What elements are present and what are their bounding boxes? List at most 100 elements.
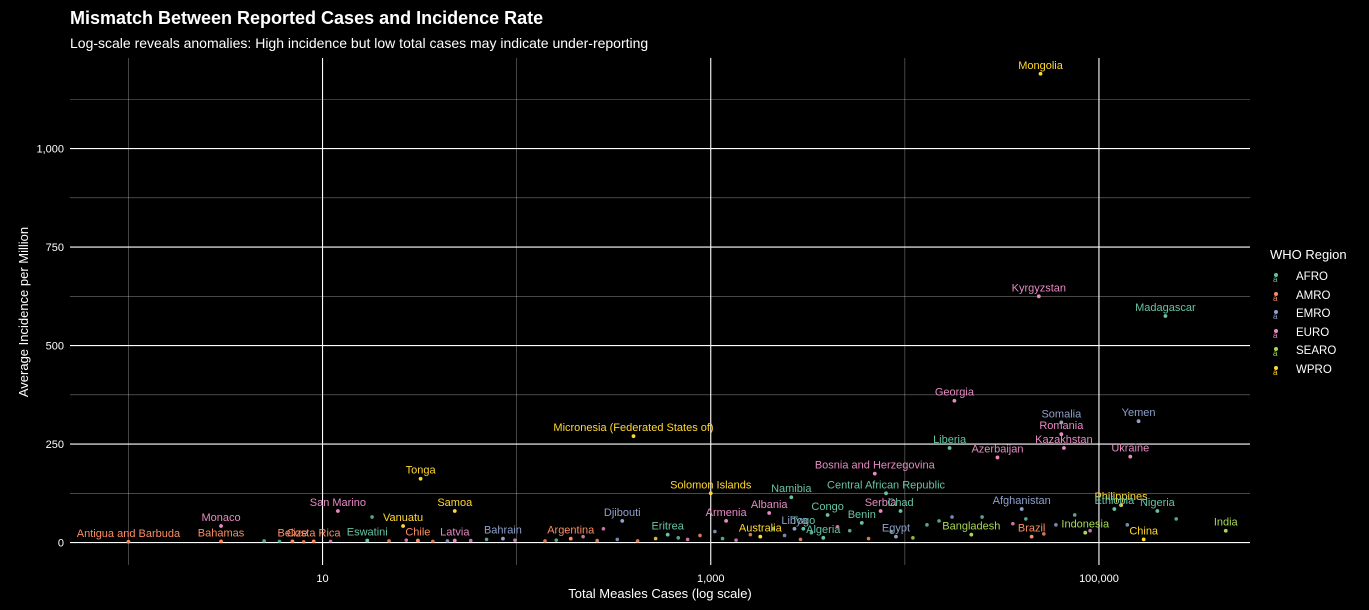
legend-text-key: a (1273, 367, 1278, 377)
point-label: Costa Rica (287, 527, 342, 539)
legend-label: WPRO (1296, 363, 1332, 376)
data-point (748, 532, 753, 537)
point-label: Nigeria (1140, 497, 1176, 509)
data-point (947, 446, 952, 450)
data-point (821, 535, 826, 540)
data-point (969, 532, 974, 537)
data-point (370, 515, 374, 519)
point-label: Congo (811, 501, 843, 513)
data-point (1155, 509, 1160, 513)
data-point (698, 533, 702, 538)
data-point (878, 509, 883, 513)
data-point (328, 539, 333, 544)
data-point (1112, 507, 1117, 511)
point-label: Vanuatu (383, 512, 423, 524)
points-layer (126, 71, 1228, 544)
legend-text-key: a (1273, 293, 1278, 303)
point-label: Serbia (865, 497, 898, 509)
data-point (301, 539, 306, 544)
data-point (720, 536, 725, 541)
legend-items: a AFRO a AMRO a EMRO a EURO a SEARO a WPRO (1270, 268, 1347, 379)
data-point (418, 476, 423, 481)
y-tick-label: 500 (46, 341, 64, 353)
point-labels: Mongolia Kyrgyzstan Madagascar Georgia Somal… (77, 60, 1239, 540)
legend-key: a (1272, 346, 1282, 359)
point-label: Eritrea (651, 521, 684, 533)
point-label: Djibouti (604, 507, 641, 519)
legend-key: a (1272, 309, 1282, 321)
y-tick-label: 750 (46, 242, 64, 254)
point-label: Armenia (706, 507, 748, 519)
legend: WHO Region a AFRO a AMRO a EMRO a EURO a SEARO a WP… (1270, 247, 1347, 379)
point-label: Ethiopia (1094, 495, 1135, 507)
y-tick-label: 1,000 (36, 144, 64, 156)
data-point (767, 511, 772, 515)
data-point (336, 509, 340, 513)
point-label: Central African Republic (827, 479, 946, 491)
point-label: Kyrgyzstan (1012, 282, 1066, 294)
chart-subtitle: Log-scale reveals anomalies: High incide… (70, 35, 649, 51)
point-label: Latvia (440, 527, 470, 539)
data-point (1163, 314, 1168, 318)
data-point (792, 526, 797, 531)
data-point (665, 532, 670, 537)
data-point (601, 526, 606, 531)
legend-dot (1274, 291, 1278, 296)
x-axis-label: Total Measles Cases (log scale) (568, 586, 752, 601)
data-point (620, 518, 625, 523)
point-label: Yemen (1122, 407, 1156, 419)
legend-dot (1274, 347, 1278, 352)
data-point (980, 515, 984, 519)
point-label: Solomon Islands (670, 479, 752, 491)
legend-title: WHO Region (1270, 247, 1347, 262)
data-point (445, 539, 450, 543)
data-point (809, 530, 814, 535)
grid-major (70, 58, 1250, 565)
legend-text-key: a (1273, 349, 1278, 359)
data-point (1083, 530, 1088, 535)
data-point (416, 538, 420, 543)
data-point (1072, 513, 1077, 517)
legend-key: a (1272, 272, 1282, 284)
data-point (401, 524, 405, 528)
point-label: Ukraine (1111, 443, 1149, 455)
data-point (501, 536, 505, 541)
point-label: Eswatini (347, 527, 388, 539)
legend-item-amro: a AMRO (1270, 287, 1347, 306)
data-point (653, 536, 658, 541)
legend-item-wpro: a WPRO (1270, 361, 1347, 380)
data-point (1174, 517, 1178, 521)
data-point (581, 534, 585, 539)
data-point (1019, 507, 1024, 511)
data-point (513, 538, 517, 542)
point-label: Indonesia (1061, 519, 1110, 531)
data-point (925, 523, 929, 527)
data-point (452, 509, 457, 513)
data-point (1054, 523, 1058, 527)
point-label: Madagascar (1135, 302, 1196, 314)
point-label: Bahrain (484, 525, 522, 537)
point-label: Namibia (771, 483, 812, 495)
data-point (452, 538, 457, 543)
point-label: Kazakhstan (1035, 434, 1092, 446)
data-point (126, 539, 131, 544)
data-point (277, 539, 282, 544)
point-label: Somalia (1041, 408, 1082, 420)
data-point (894, 534, 898, 539)
data-point (771, 526, 776, 531)
point-label: Micronesia (Federated States of) (553, 422, 713, 434)
point-label: Brazil (1018, 523, 1046, 535)
legend-item-searo: a SEARO (1270, 342, 1347, 361)
data-point (789, 495, 794, 500)
data-point (635, 539, 640, 543)
grid-minor (70, 58, 1250, 565)
data-point (937, 519, 941, 523)
point-label: Chad (887, 497, 913, 509)
data-point (1042, 532, 1046, 536)
point-label: Monaco (201, 512, 240, 524)
data-point (1029, 534, 1034, 539)
data-point (1036, 294, 1041, 299)
x-tick-label: 100,000 (1079, 573, 1119, 585)
point-label: Argentina (547, 525, 595, 537)
